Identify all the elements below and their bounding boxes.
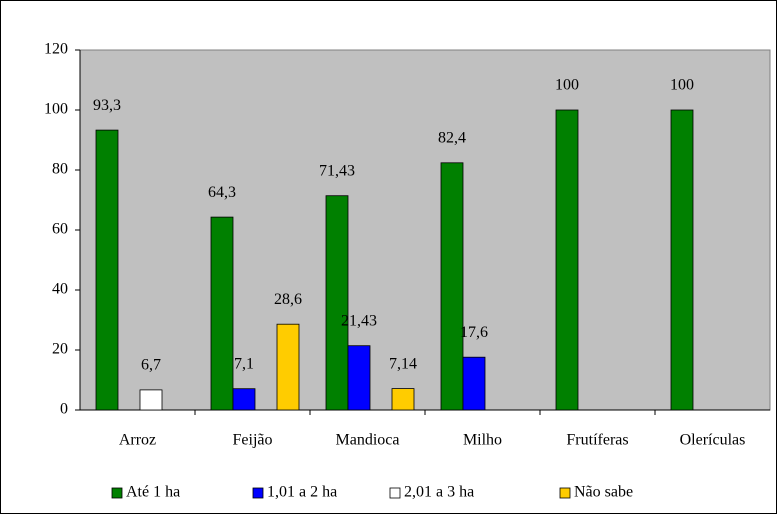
data-label: 71,43 bbox=[319, 162, 355, 179]
y-tick-label: 100 bbox=[44, 101, 68, 118]
data-label: 7,1 bbox=[234, 355, 254, 372]
y-tick-label: 120 bbox=[44, 41, 68, 58]
bar bbox=[325, 195, 349, 411]
y-tick-label: 60 bbox=[52, 221, 68, 238]
data-label: 93,3 bbox=[93, 97, 121, 114]
y-tick-label: 40 bbox=[52, 281, 68, 298]
data-label: 64,3 bbox=[208, 184, 236, 201]
bar bbox=[95, 129, 119, 411]
bar bbox=[276, 323, 300, 411]
data-label: 100 bbox=[555, 77, 579, 94]
legend-label: Até 1 ha bbox=[126, 484, 180, 501]
bar bbox=[555, 109, 579, 411]
x-tick-label: Mandioca bbox=[336, 432, 400, 449]
data-label: 6,7 bbox=[141, 357, 161, 374]
bar bbox=[347, 345, 371, 411]
bar bbox=[210, 216, 234, 411]
legend-swatch bbox=[559, 487, 571, 499]
legend-label: 1,01 a 2 ha bbox=[267, 484, 337, 501]
bar bbox=[139, 389, 163, 411]
data-label: 82,4 bbox=[438, 129, 466, 146]
x-tick-label: Feijão bbox=[233, 432, 273, 449]
y-tick-label: 80 bbox=[52, 161, 68, 178]
legend-label: Não sabe bbox=[574, 484, 633, 501]
y-tick-label: 20 bbox=[52, 341, 68, 358]
x-tick-label: Arroz bbox=[119, 432, 156, 449]
data-label: 21,43 bbox=[341, 312, 377, 329]
x-tick-label: Frutíferas bbox=[566, 432, 628, 449]
legend-label: 2,01 a 3 ha bbox=[404, 484, 474, 501]
data-label: 17,6 bbox=[460, 324, 488, 341]
data-label: 100 bbox=[670, 77, 694, 94]
data-label: 7,14 bbox=[389, 355, 417, 372]
bar bbox=[462, 356, 486, 411]
bar bbox=[391, 388, 415, 411]
legend-swatch bbox=[389, 487, 401, 499]
plot-area bbox=[79, 49, 771, 411]
legend-swatch bbox=[252, 487, 264, 499]
legend-swatch bbox=[111, 487, 123, 499]
x-tick-label: Milho bbox=[463, 432, 502, 449]
bar bbox=[670, 109, 694, 411]
data-label: 28,6 bbox=[274, 291, 302, 308]
y-tick-label: 0 bbox=[60, 401, 68, 418]
bar bbox=[232, 388, 256, 411]
bar bbox=[440, 162, 464, 411]
x-tick-label: Olerículas bbox=[680, 432, 746, 449]
